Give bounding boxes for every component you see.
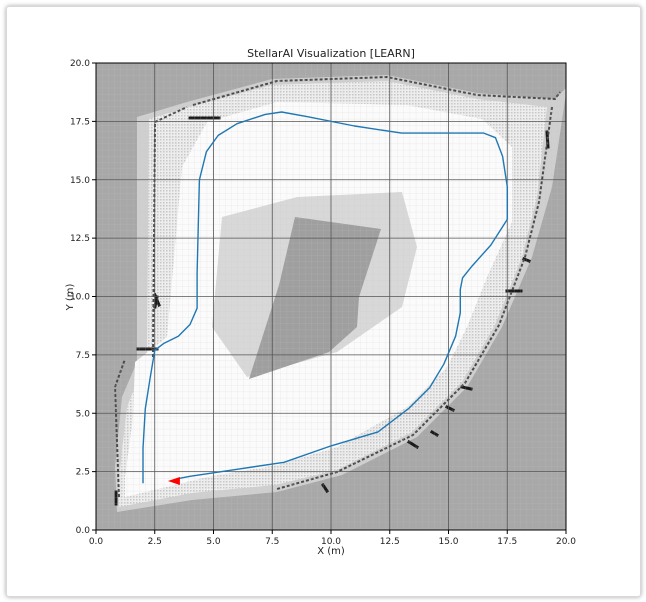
x-tick-label: 7.5 [265,537,279,547]
x-tick-label: 15.0 [438,537,458,547]
x-tick-label: 10.0 [321,537,341,547]
y-axis-ticks: 0.0 2.5 5.0 7.5 10.0 12.5 15.0 17.5 20.0 [70,59,96,536]
figure-frame: StellarAI Visualization [LEARN] 0.0 2.5 5.… [6,6,641,597]
y-tick-label: 12.5 [70,234,90,244]
x-axis-label: X (m) [317,546,345,557]
x-tick-label: 5.0 [206,537,221,547]
x-tick-label: 2.5 [148,537,162,547]
y-tick-label: 15.0 [70,176,90,186]
x-tick-label: 0.0 [89,537,104,547]
y-tick-label: 20.0 [70,59,90,69]
y-tick-label: 17.5 [70,117,90,127]
trajectory-line [142,111,508,484]
y-tick-label: 7.5 [76,351,90,361]
x-tick-label: 17.5 [497,537,517,547]
y-tick-label: 2.5 [76,468,90,478]
y-tick-label: 10.0 [70,293,90,303]
x-tick-label: 12.5 [380,537,400,547]
grid-layer [95,62,567,531]
y-tick-label: 5.0 [76,409,91,419]
x-tick-label: 20.0 [556,537,576,547]
y-tick-label: 0.0 [76,526,91,536]
series-layer [142,111,508,485]
y-axis-label: Y (m) [65,283,76,311]
chart-title: StellarAI Visualization [LEARN] [247,47,415,60]
chart-svg: StellarAI Visualization [LEARN] 0.0 2.5 5.… [65,47,576,557]
x-axis-ticks: 0.0 2.5 5.0 7.5 10.0 12.5 15.0 17.5 20.0 [89,530,576,547]
heading-arrow-marker [167,476,180,485]
